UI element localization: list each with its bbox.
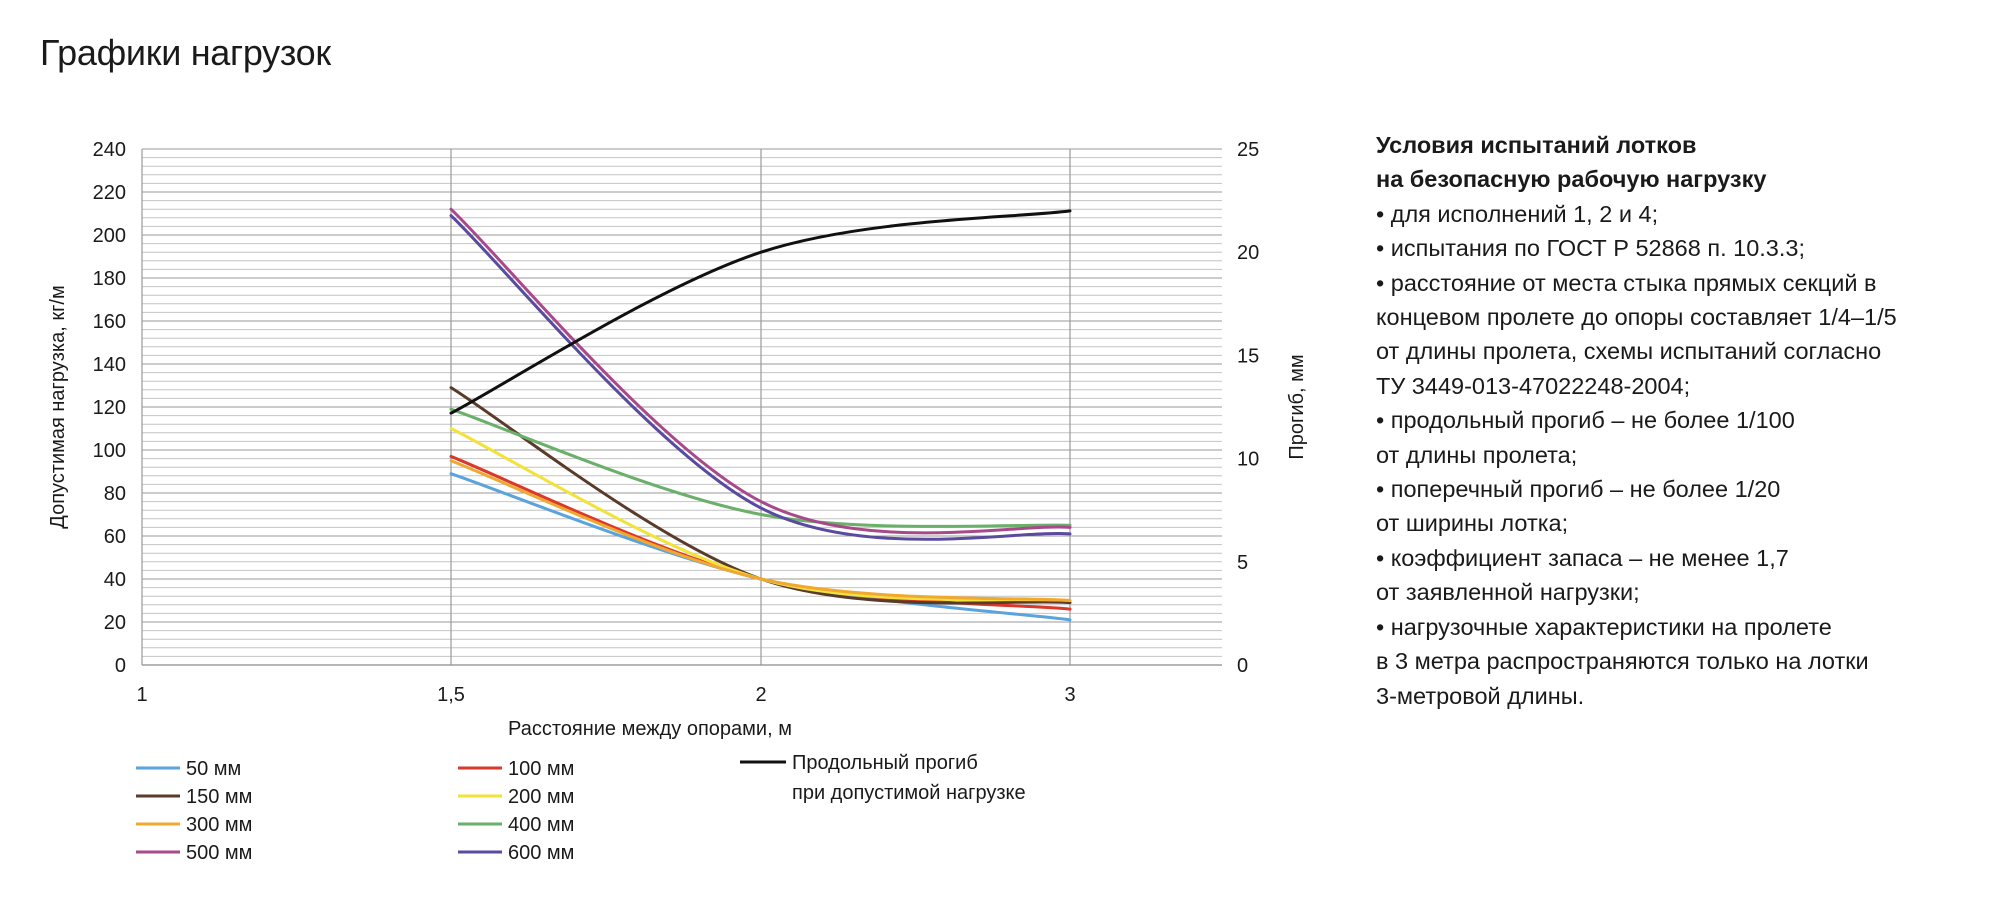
legend-label: 200 мм — [508, 786, 574, 808]
legend-label: 400 мм — [508, 814, 574, 836]
y2-tick-label: 20 — [1237, 242, 1259, 264]
y-tick-label: 140 — [93, 354, 126, 376]
notes-line: от ширины лотка; — [1376, 510, 1569, 537]
legend-label-deflection: при допустимой нагрузке — [792, 782, 1026, 804]
y-tick-label: 200 — [93, 225, 126, 247]
x-tick-label: 3 — [1064, 684, 1075, 706]
y-tick-label: 180 — [93, 268, 126, 290]
notes-line: в 3 метра распространяются только на лот… — [1376, 648, 1869, 675]
notes-line: • нагрузочные характеристики на пролете — [1376, 613, 1832, 640]
notes-line: концевом пролете до опоры составляет 1/4… — [1376, 304, 1897, 331]
legend-label: 150 мм — [186, 786, 252, 808]
legend-label: 500 мм — [186, 842, 252, 864]
notes-line: 3-метровой длины. — [1376, 682, 1585, 709]
x-tick-label: 1 — [136, 684, 147, 706]
notes-line: от длины пролета, схемы испытаний соглас… — [1376, 338, 1882, 365]
notes-line: • расстояние от места стыка прямых секци… — [1376, 269, 1877, 296]
deflection-line — [449, 209, 1072, 415]
series-line-600-мм — [449, 214, 1072, 541]
chart-svg: 0204060801001201401601802002202400510152… — [47, 139, 1308, 864]
y-tick-label: 120 — [93, 397, 126, 419]
legend-label-deflection: Продольный прогиб — [792, 752, 978, 774]
y-tick-label: 80 — [104, 483, 126, 505]
notes-line: • коэффициент запаса – не менее 1,7 — [1376, 544, 1789, 571]
y2-tick-label: 10 — [1237, 449, 1259, 471]
y2-tick-label: 5 — [1237, 552, 1248, 574]
y-tick-label: 60 — [104, 526, 126, 548]
y-tick-label: 100 — [93, 440, 126, 462]
y-axis-label: Допустимая нагрузка, кг/м — [47, 285, 69, 528]
y-tick-label: 220 — [93, 182, 126, 204]
test-conditions-notes: Условия испытаний лотков на безопасную ра… — [1376, 128, 1976, 713]
notes-line: ТУ 3449-013-47022248-2004; — [1376, 372, 1691, 399]
legend-label: 50 мм — [186, 758, 241, 780]
notes-title-line: на безопасную рабочую нагрузку — [1376, 166, 1767, 193]
notes-line: • для исполнений 1, 2 и 4; — [1376, 200, 1659, 227]
y-tick-label: 40 — [104, 569, 126, 591]
notes-line: • продольный прогиб – не более 1/100 — [1376, 407, 1795, 434]
y-tick-label: 0 — [115, 655, 126, 677]
y2-tick-label: 0 — [1237, 655, 1248, 677]
notes-line: от длины пролета; — [1376, 441, 1578, 468]
page-title: Графики нагрузок — [40, 32, 331, 73]
series-line-300-мм — [449, 459, 1072, 602]
series-line-400-мм — [449, 407, 1072, 528]
y2-tick-label: 25 — [1237, 139, 1259, 161]
x-tick-label: 2 — [755, 684, 766, 706]
notes-line: • поперечный прогиб – не более 1/20 — [1376, 476, 1781, 503]
y2-axis-label: Прогиб, мм — [1286, 354, 1308, 459]
x-axis-label: Расстояние между опорами, м — [508, 718, 792, 740]
notes-line: от заявленной нагрузки; — [1376, 579, 1640, 606]
legend-label: 100 мм — [508, 758, 574, 780]
notes-title-line: Условия испытаний лотков — [1376, 132, 1697, 158]
y2-tick-label: 15 — [1237, 345, 1259, 367]
y-tick-label: 240 — [93, 139, 126, 161]
notes-line: • испытания по ГОСТ Р 52868 п. 10.3.3; — [1376, 235, 1805, 262]
x-tick-label: 1,5 — [437, 684, 465, 706]
y-tick-label: 20 — [104, 612, 126, 634]
legend-label: 600 мм — [508, 842, 574, 864]
load-chart: 0 20 40 60 80 100 120 140 160 180 200 220 240 0 5 10 15 2… — [47, 139, 1308, 864]
y-tick-label: 160 — [93, 311, 126, 333]
series-line-500-мм — [449, 207, 1072, 535]
legend-label: 300 мм — [186, 814, 252, 836]
